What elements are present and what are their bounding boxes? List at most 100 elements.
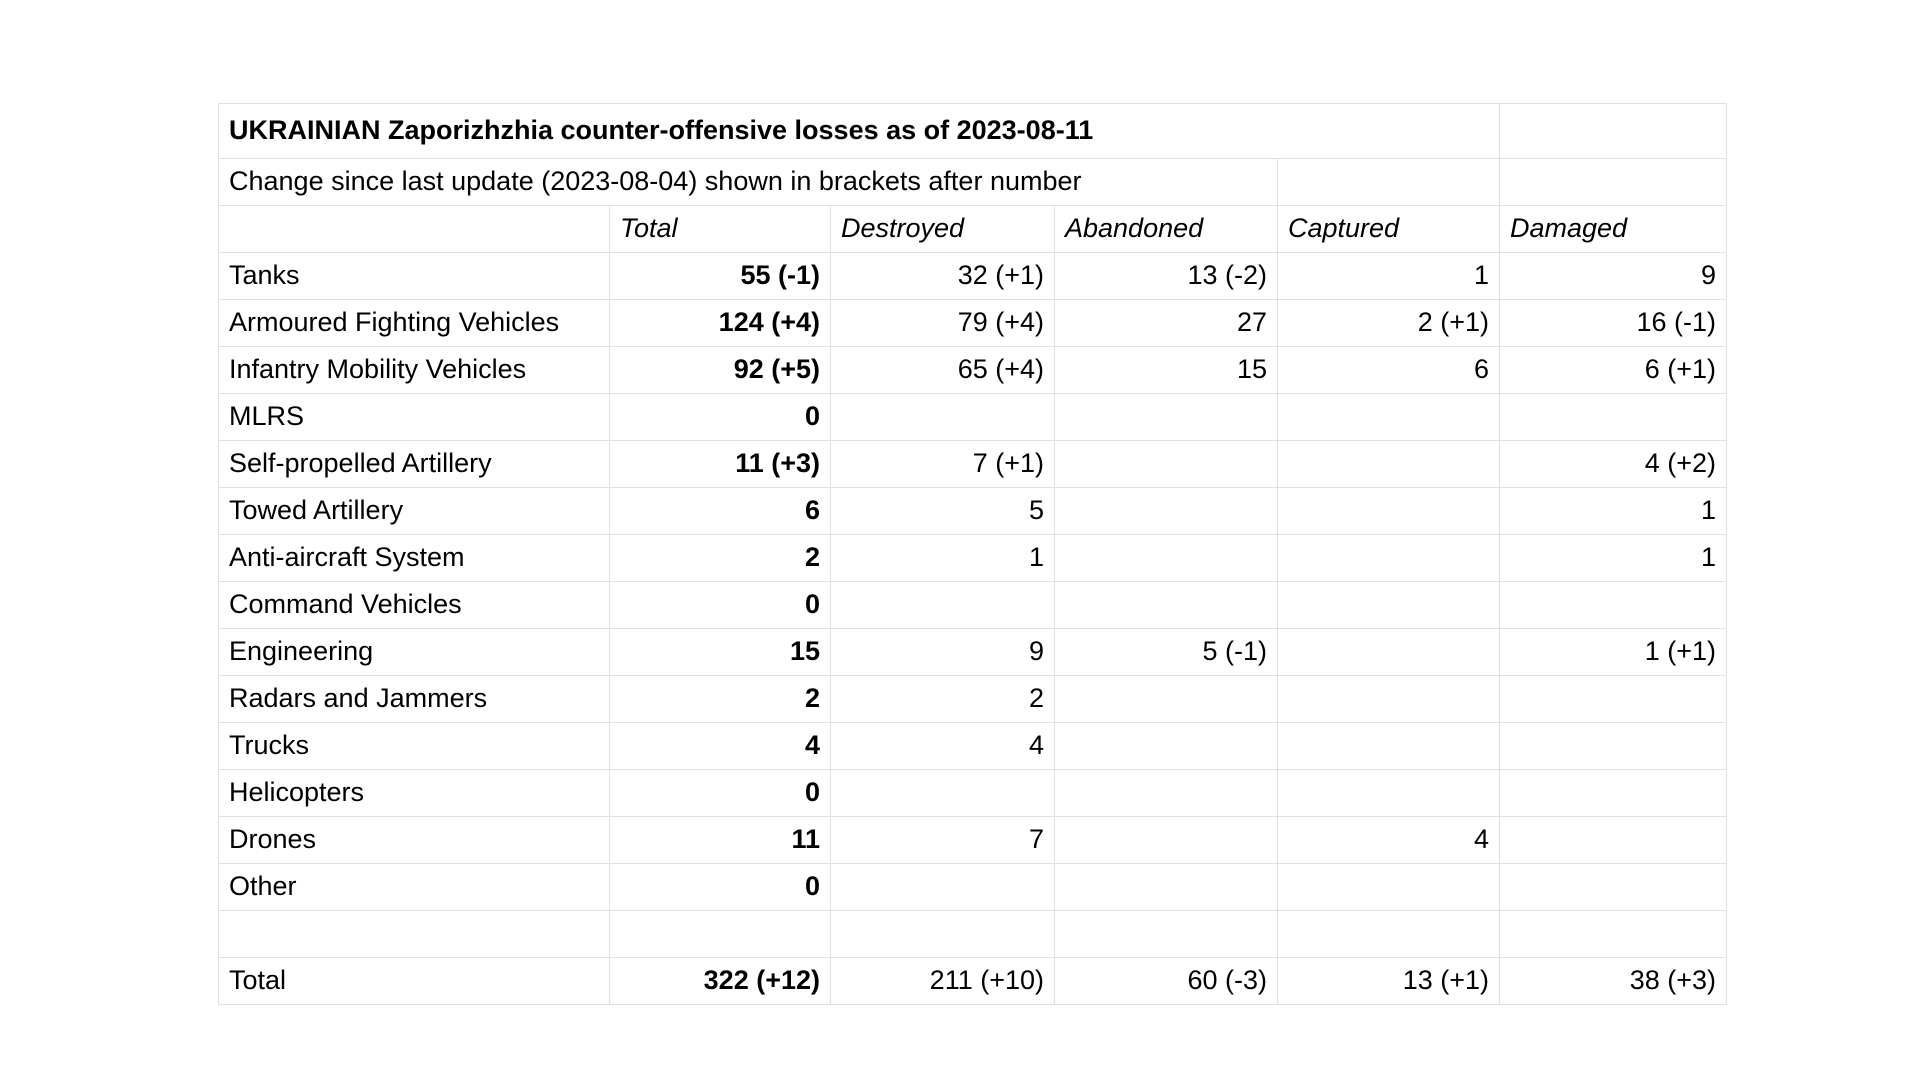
cell-captured: 6 xyxy=(1277,346,1500,394)
row-label: Armoured Fighting Vehicles xyxy=(218,299,610,347)
losses-table: UKRAINIAN Zaporizhzhia counter-offensive… xyxy=(218,103,1727,1005)
cell-captured: 4 xyxy=(1277,816,1500,864)
cell-total: 0 xyxy=(609,581,831,629)
cell-total: 2 xyxy=(609,675,831,723)
empty-cell xyxy=(1499,158,1727,206)
cell-total: 6 xyxy=(609,487,831,535)
cell-destroyed: 7 (+1) xyxy=(830,440,1055,488)
cell-destroyed: 2 xyxy=(830,675,1055,723)
cell-damaged: 6 (+1) xyxy=(1499,346,1727,394)
cell-total: 0 xyxy=(609,769,831,817)
table-row: Helicopters 0 xyxy=(218,769,1727,817)
column-header-abandoned: Abandoned xyxy=(1054,205,1278,253)
row-label: Other xyxy=(218,863,610,911)
cell-damaged xyxy=(1499,581,1727,629)
cell-destroyed: 65 (+4) xyxy=(830,346,1055,394)
cell-abandoned xyxy=(1054,675,1278,723)
cell-captured xyxy=(1277,534,1500,582)
row-label: Command Vehicles xyxy=(218,581,610,629)
spacer-row xyxy=(218,910,1727,958)
cell-captured xyxy=(1277,628,1500,676)
cell-damaged: 38 (+3) xyxy=(1499,957,1727,1005)
cell-total: 0 xyxy=(609,393,831,441)
cell-captured xyxy=(1277,769,1500,817)
cell-abandoned xyxy=(1054,863,1278,911)
cell-captured xyxy=(1277,675,1500,723)
cell-captured xyxy=(1277,581,1500,629)
table-row: Self-propelled Artillery 11 (+3) 7 (+1) 4 (… xyxy=(218,440,1727,488)
row-label: MLRS xyxy=(218,393,610,441)
cell-total: 0 xyxy=(609,863,831,911)
cell-destroyed: 79 (+4) xyxy=(830,299,1055,347)
cell-abandoned: 13 (-2) xyxy=(1054,252,1278,300)
cell-destroyed xyxy=(830,393,1055,441)
column-header-total: Total xyxy=(609,205,831,253)
cell-destroyed xyxy=(830,863,1055,911)
column-header-blank xyxy=(218,205,610,253)
subtitle-row: Change since last update (2023-08-04) sh… xyxy=(218,158,1727,206)
table-row: Engineering 15 9 5 (-1) 1 (+1) xyxy=(218,628,1727,676)
column-header-captured: Captured xyxy=(1277,205,1500,253)
row-label xyxy=(218,910,610,958)
cell-destroyed: 32 (+1) xyxy=(830,252,1055,300)
table-row: Infantry Mobility Vehicles 92 (+5) 65 (+4)… xyxy=(218,346,1727,394)
cell-abandoned xyxy=(1054,393,1278,441)
cell-damaged: 16 (-1) xyxy=(1499,299,1727,347)
table-row: Radars and Jammers 2 2 xyxy=(218,675,1727,723)
cell-abandoned xyxy=(1054,581,1278,629)
cell-damaged xyxy=(1499,675,1727,723)
table-row: Armoured Fighting Vehicles 124 (+4) 79 (+4… xyxy=(218,299,1727,347)
title-row: UKRAINIAN Zaporizhzhia counter-offensive… xyxy=(218,103,1727,159)
cell-abandoned: 60 (-3) xyxy=(1054,957,1278,1005)
sheet-subtitle: Change since last update (2023-08-04) sh… xyxy=(218,158,1278,206)
table-row: Total 322 (+12) 211 (+10) 60 (-3) 13 (+1) 38 … xyxy=(218,957,1727,1005)
table-row: Command Vehicles 0 xyxy=(218,581,1727,629)
cell-destroyed: 9 xyxy=(830,628,1055,676)
cell-damaged: 1 xyxy=(1499,487,1727,535)
cell-damaged xyxy=(1499,722,1727,770)
cell-total: 4 xyxy=(609,722,831,770)
row-label: Anti-aircraft System xyxy=(218,534,610,582)
cell-damaged xyxy=(1499,910,1727,958)
cell-captured xyxy=(1277,722,1500,770)
row-label: Total xyxy=(218,957,610,1005)
cell-captured xyxy=(1277,910,1500,958)
cell-total xyxy=(609,910,831,958)
cell-destroyed: 7 xyxy=(830,816,1055,864)
cell-abandoned: 27 xyxy=(1054,299,1278,347)
cell-abandoned: 5 (-1) xyxy=(1054,628,1278,676)
table-row: Anti-aircraft System 2 1 1 xyxy=(218,534,1727,582)
cell-total: 11 xyxy=(609,816,831,864)
sheet-title: UKRAINIAN Zaporizhzhia counter-offensive… xyxy=(218,103,1500,159)
cell-total: 322 (+12) xyxy=(609,957,831,1005)
cell-abandoned xyxy=(1054,722,1278,770)
cell-damaged xyxy=(1499,393,1727,441)
cell-abandoned xyxy=(1054,487,1278,535)
row-label: Helicopters xyxy=(218,769,610,817)
empty-cell xyxy=(1277,158,1500,206)
cell-damaged xyxy=(1499,863,1727,911)
table-row: Towed Artillery 6 5 1 xyxy=(218,487,1727,535)
row-label: Self-propelled Artillery xyxy=(218,440,610,488)
table-row: Other 0 xyxy=(218,863,1727,911)
column-header-damaged: Damaged xyxy=(1499,205,1727,253)
cell-abandoned xyxy=(1054,534,1278,582)
cell-abandoned xyxy=(1054,440,1278,488)
cell-captured: 13 (+1) xyxy=(1277,957,1500,1005)
column-header-row: Total Destroyed Abandoned Captured Damag… xyxy=(218,205,1727,253)
cell-total: 55 (-1) xyxy=(609,252,831,300)
cell-total: 2 xyxy=(609,534,831,582)
cell-damaged: 1 xyxy=(1499,534,1727,582)
column-header-destroyed: Destroyed xyxy=(830,205,1055,253)
cell-captured xyxy=(1277,440,1500,488)
cell-captured xyxy=(1277,863,1500,911)
row-label: Radars and Jammers xyxy=(218,675,610,723)
spreadsheet-region: UKRAINIAN Zaporizhzhia counter-offensive… xyxy=(218,103,1727,1005)
cell-abandoned xyxy=(1054,816,1278,864)
cell-destroyed: 4 xyxy=(830,722,1055,770)
cell-captured xyxy=(1277,487,1500,535)
cell-total: 92 (+5) xyxy=(609,346,831,394)
cell-captured xyxy=(1277,393,1500,441)
table-row: Tanks 55 (-1) 32 (+1) 13 (-2) 1 9 xyxy=(218,252,1727,300)
cell-destroyed: 1 xyxy=(830,534,1055,582)
